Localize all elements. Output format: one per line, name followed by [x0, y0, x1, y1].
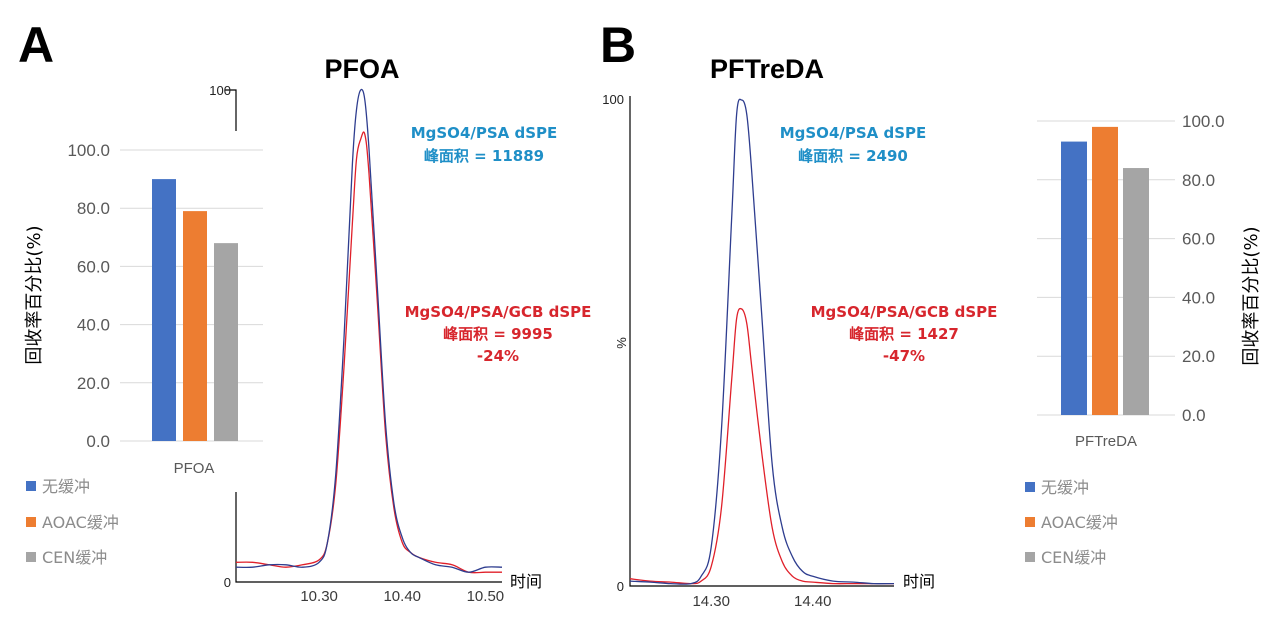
- bar-cen: [1123, 168, 1149, 415]
- bar-chart-b-bars: [1061, 126, 1149, 415]
- panel-b: B PFTreDA 100 0 % 14.30 14.40 时间 MgSO4/P…: [600, 17, 1262, 610]
- bar-chart-b: 100.0 80.0 60.0 40.0 20.0 0.0 PFTreDA 回收…: [1037, 112, 1262, 450]
- chromatogram-a-xlabel: 时间: [510, 572, 542, 591]
- legend-label-none: 无缓冲: [1041, 478, 1089, 497]
- chromatogram-a-title: PFOA: [324, 54, 399, 84]
- legend-a: 无缓冲 AOAC缓冲 CEN缓冲: [26, 477, 119, 567]
- chromatogram-b-xlabel: 时间: [903, 572, 935, 591]
- bar-tick: 0.0: [86, 432, 110, 451]
- bar-aoac: [1092, 126, 1118, 415]
- bar-none: [1061, 141, 1087, 415]
- chromatogram-b-xticks: 14.30 14.40: [692, 593, 831, 610]
- bar-chart-a-ticks: 100.0 80.0 60.0 40.0 20.0 0.0: [67, 141, 110, 451]
- bar-tick: 60.0: [1182, 230, 1215, 249]
- panel-a-letter: A: [18, 17, 54, 73]
- annotation-gcb-a-area: 峰面积 = 9995: [443, 325, 553, 343]
- bar-chart-a-ylabel: 回收率百分比(%): [24, 225, 45, 364]
- legend-swatch-cen: [1025, 552, 1035, 562]
- legend-label-aoac: AOAC缓冲: [42, 513, 119, 532]
- legend-swatch-none: [26, 481, 36, 491]
- bar-tick: 80.0: [1182, 171, 1215, 190]
- chromatogram-b: 100 0 % 14.30 14.40 时间 MgSO4/PSA dSPE 峰面…: [602, 92, 997, 610]
- annotation-psa-b-name: MgSO4/PSA dSPE: [780, 124, 927, 142]
- bar-chart-b-ticks: 100.0 80.0 60.0 40.0 20.0 0.0: [1182, 112, 1225, 425]
- bar-chart-a-category: PFOA: [174, 460, 215, 477]
- bar-tick: 40.0: [1182, 288, 1215, 307]
- bar-tick: 0.0: [1182, 406, 1206, 425]
- bar-chart-a: 回收率百分比(%) 100.0 80.0 60.0 40.0 20.0 0.0 …: [24, 141, 263, 477]
- chromatogram-a-yaxis-top: [225, 89, 237, 131]
- annotation-gcb-b-change: -47%: [883, 347, 925, 365]
- bar-tick: 20.0: [1182, 347, 1215, 366]
- chromatogram-b-ylabel: %: [614, 337, 629, 349]
- x-tick-label: 10.40: [383, 588, 421, 605]
- chromatogram-b-title: PFTreDA: [710, 54, 824, 84]
- trace-gcb-a: [235, 131, 502, 574]
- annotation-gcb-b-area: 峰面积 = 1427: [849, 325, 959, 343]
- x-tick-label: 10.30: [300, 588, 338, 605]
- trace-psa-b: [629, 98, 895, 585]
- bar-chart-a-bars: [152, 179, 238, 441]
- chromatogram-b-y-top: 100: [602, 92, 624, 107]
- annotation-gcb-b-name: MgSO4/PSA/GCB dSPE: [811, 303, 998, 321]
- annotation-gcb-a-name: MgSO4/PSA/GCB dSPE: [405, 303, 592, 321]
- bar-chart-b-ylabel: 回收率百分比(%): [1241, 226, 1262, 365]
- bar-tick: 100.0: [67, 141, 110, 160]
- bar-none: [152, 179, 176, 441]
- bar-aoac: [183, 211, 207, 441]
- x-tick-label: 14.30: [692, 593, 730, 610]
- chromatogram-a-axes: [235, 492, 502, 583]
- legend-label-aoac: AOAC缓冲: [1041, 513, 1118, 532]
- trace-gcb-b: [629, 307, 894, 585]
- annotation-gcb-a-change: -24%: [477, 347, 519, 365]
- chromatogram-a-y-zero: 0: [224, 575, 231, 590]
- bar-tick: 20.0: [77, 374, 110, 393]
- legend-swatch-cen: [26, 552, 36, 562]
- chromatogram-b-y-zero: 0: [617, 579, 624, 594]
- x-tick-label: 14.40: [794, 593, 832, 610]
- trace-psa-a: [235, 88, 503, 573]
- legend-label-cen: CEN缓冲: [1041, 548, 1106, 567]
- bar-tick: 100.0: [1182, 112, 1225, 131]
- legend-b: 无缓冲 AOAC缓冲 CEN缓冲: [1025, 478, 1118, 567]
- chromatogram-a: 100 0 10.30 10.40 10.50 时间 MgSO4/PSA dSP…: [209, 83, 591, 605]
- bar-chart-b-category: PFTreDA: [1075, 433, 1137, 450]
- chromatogram-a-xticks: 10.30 10.40 10.50: [300, 588, 504, 605]
- panel-b-letter: B: [600, 17, 636, 73]
- panel-a: A PFOA 回收率百分比(%) 100.0 80.0 60.0 40.0 20…: [18, 17, 591, 605]
- bar-tick: 40.0: [77, 316, 110, 335]
- legend-swatch-aoac: [26, 517, 36, 527]
- annotation-psa-a-name: MgSO4/PSA dSPE: [411, 124, 558, 142]
- chromatogram-b-axes: [629, 96, 894, 587]
- legend-swatch-none: [1025, 482, 1035, 492]
- legend-swatch-aoac: [1025, 517, 1035, 527]
- bar-tick: 80.0: [77, 199, 110, 218]
- annotation-psa-a-area: 峰面积 = 11889: [424, 147, 544, 165]
- annotation-psa-b-area: 峰面积 = 2490: [798, 147, 908, 165]
- x-tick-label: 10.50: [467, 588, 505, 605]
- chromatogram-a-y-top: 100: [209, 83, 231, 98]
- legend-label-cen: CEN缓冲: [42, 548, 107, 567]
- bar-tick: 60.0: [77, 257, 110, 276]
- legend-label-none: 无缓冲: [42, 477, 90, 496]
- bar-cen: [214, 243, 238, 441]
